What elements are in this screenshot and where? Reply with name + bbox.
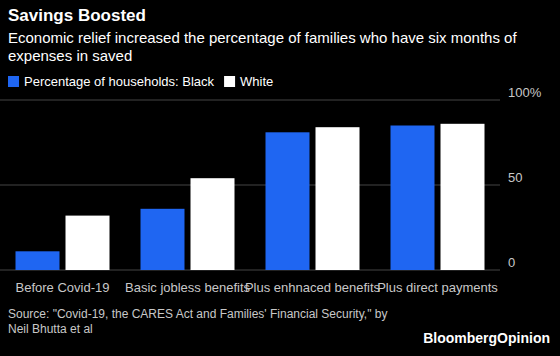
bar: [16, 251, 60, 270]
bar: [66, 216, 110, 270]
x-tick-label: Plus direct payments: [377, 280, 498, 295]
title: Savings Boosted: [8, 6, 146, 26]
chart: Percentage of households: Black White 0 50 1…: [0, 0, 560, 356]
bar: [141, 209, 185, 270]
legend-swatch: [8, 76, 19, 87]
legend-swatch: [224, 76, 235, 87]
source: Source: "Covid-19, the CARES Act and Fam…: [8, 307, 393, 337]
y-tick-label: 0: [508, 255, 515, 270]
bar: [391, 126, 435, 271]
y-tick-label: 100%: [508, 85, 542, 100]
branding: BloombergOpinion: [423, 330, 550, 346]
y-tick-label: 50: [508, 170, 522, 185]
bar: [441, 124, 485, 270]
x-tick-label: Before Covid-19: [16, 280, 110, 295]
grid-line: [0, 100, 500, 101]
x-tick-label: Plus enhnaced benefits: [245, 280, 381, 295]
subtitle: Economic relief increased the percentage…: [8, 29, 548, 65]
bar: [266, 132, 310, 270]
bar: [191, 178, 235, 270]
legend-label: White: [240, 74, 273, 89]
bar: [316, 127, 360, 270]
legend-label: Percentage of households: Black: [24, 74, 215, 89]
bars: [16, 124, 485, 270]
x-tick-label: Basic jobless benefits: [125, 280, 251, 295]
